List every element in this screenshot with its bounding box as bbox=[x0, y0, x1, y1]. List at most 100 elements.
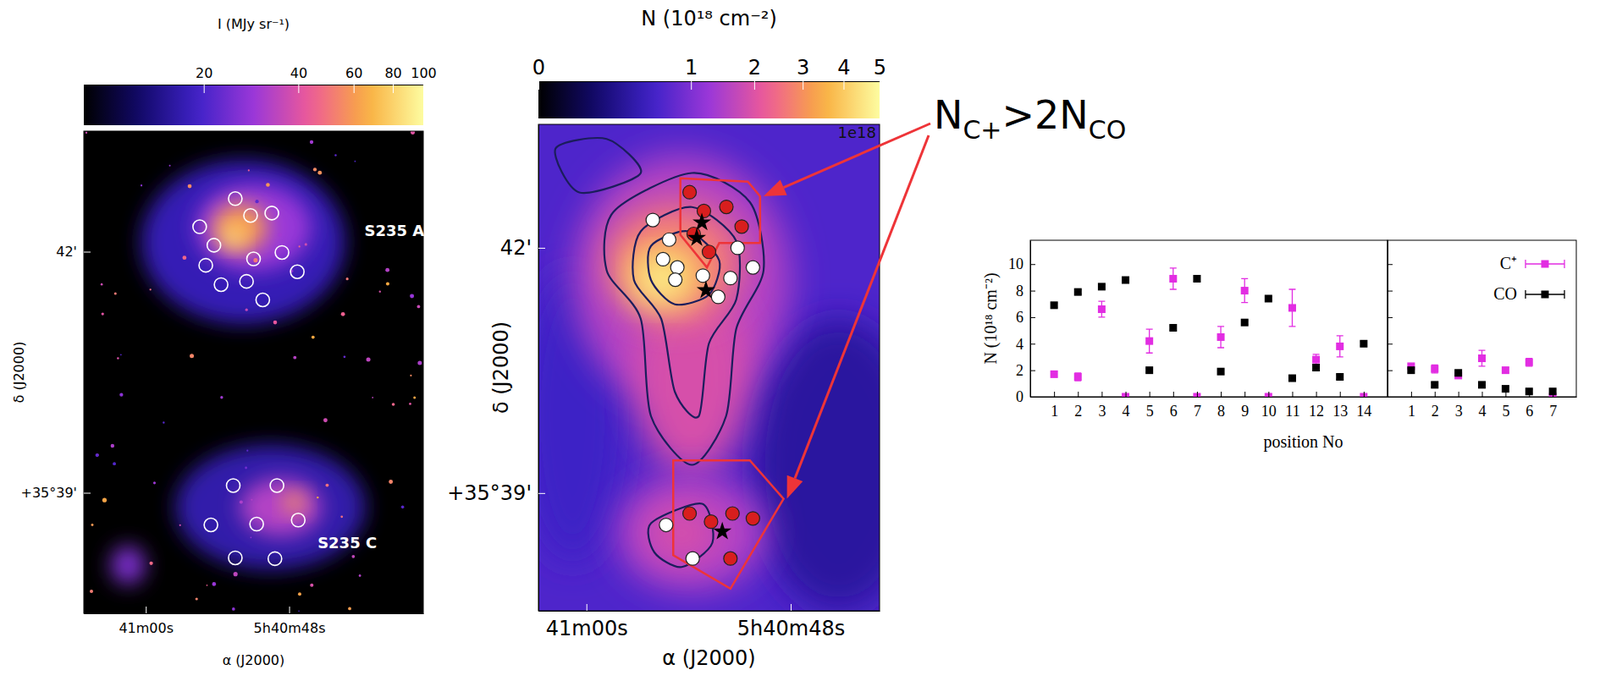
marker bbox=[214, 277, 228, 292]
marker bbox=[719, 200, 734, 215]
x-axis-tick-mark bbox=[1505, 391, 1507, 398]
y-axis-tick-label: 42' bbox=[500, 236, 532, 260]
star-speck bbox=[347, 607, 352, 612]
colorbar-axis-tick-label: 1 bbox=[684, 55, 698, 80]
star-speck bbox=[401, 506, 405, 510]
emission bbox=[617, 474, 767, 592]
arrow-head bbox=[787, 475, 804, 500]
colorbar-axis: 20406080100 bbox=[84, 65, 437, 94]
marker bbox=[670, 260, 685, 275]
star-speck bbox=[148, 562, 153, 566]
star-speck bbox=[316, 496, 319, 499]
colorbar-axis-tick: 20 bbox=[195, 65, 213, 94]
x-axis-line bbox=[539, 611, 881, 613]
x-axis: 1234567891011121314 bbox=[1031, 391, 1389, 420]
y-axis-tick-label: 2 bbox=[1015, 362, 1024, 380]
x-axis-tick: 41m00s bbox=[546, 604, 629, 641]
point bbox=[1501, 366, 1510, 375]
point bbox=[1359, 340, 1368, 348]
x-axis-tick: 7 bbox=[1549, 391, 1557, 420]
point bbox=[1169, 324, 1177, 332]
marker bbox=[228, 192, 243, 206]
x-axis-tick-mark bbox=[1101, 391, 1103, 398]
error-bar bbox=[1241, 278, 1248, 303]
x-axis-tick-label: 13 bbox=[1332, 402, 1348, 420]
x-axis-tick-mark bbox=[1077, 391, 1079, 398]
star-speck bbox=[253, 258, 258, 263]
star-speck bbox=[101, 312, 105, 315]
point bbox=[1217, 368, 1225, 376]
y-axis-tick-mark bbox=[1030, 343, 1036, 345]
point bbox=[1192, 275, 1201, 283]
star-speck bbox=[351, 555, 355, 559]
x-axis-tick-label: 1 bbox=[1050, 402, 1059, 420]
star-speck bbox=[149, 288, 152, 291]
colorbar-axis-tick: 3 bbox=[796, 55, 810, 90]
y-axis-tick-mark bbox=[83, 252, 91, 254]
star-speck bbox=[297, 592, 302, 596]
emission bbox=[239, 478, 321, 536]
marker bbox=[704, 515, 718, 530]
colorbar-axis-tick-label: 20 bbox=[195, 65, 213, 82]
star-speck bbox=[212, 582, 217, 587]
map-marks bbox=[645, 178, 784, 590]
star-speck bbox=[408, 402, 412, 406]
x-axis-title: position No bbox=[1263, 432, 1344, 453]
error-bar bbox=[1146, 329, 1154, 354]
x-axis-tick-label: 4 bbox=[1122, 402, 1131, 420]
x-axis-tick: 13 bbox=[1332, 391, 1348, 420]
star-speck bbox=[354, 160, 357, 163]
y-axis-tick-label: 8 bbox=[1015, 282, 1024, 300]
x-axis-tick-mark bbox=[145, 606, 147, 614]
marker bbox=[656, 252, 670, 266]
star-speck bbox=[388, 480, 393, 485]
y-axis-tick-mark bbox=[1387, 343, 1393, 345]
marker bbox=[239, 275, 254, 289]
x-axis-tick-mark bbox=[1173, 391, 1175, 398]
colorbar-axis: 012345 bbox=[532, 55, 887, 90]
star-speck bbox=[100, 283, 104, 287]
star-speck bbox=[273, 320, 278, 326]
x-axis-title: α (J2000) bbox=[222, 652, 286, 669]
image-background bbox=[83, 131, 424, 614]
star-speck bbox=[346, 277, 349, 281]
y-axis-line bbox=[83, 132, 85, 615]
x-axis-tick: 2 bbox=[1431, 391, 1440, 420]
star-speck bbox=[386, 281, 390, 286]
marker bbox=[226, 479, 241, 493]
point bbox=[1074, 373, 1082, 381]
colorbar-axis-tick-mark bbox=[204, 84, 205, 94]
y-axis-tick-mark bbox=[1030, 291, 1036, 293]
legend-item: CO bbox=[1493, 284, 1565, 304]
arrow-head bbox=[763, 179, 788, 197]
y-axis: 42'+35°39' bbox=[446, 125, 546, 613]
y-axis-title: δ (J2000) bbox=[11, 342, 28, 404]
error-bar bbox=[1288, 289, 1296, 327]
marker bbox=[696, 204, 711, 218]
x-axis-line bbox=[1388, 397, 1578, 398]
legend-swatch-line bbox=[1525, 259, 1565, 269]
star-speck bbox=[341, 312, 346, 317]
star-speck bbox=[245, 308, 249, 312]
x-axis-tick: 6 bbox=[1525, 391, 1534, 420]
point bbox=[1050, 301, 1059, 309]
star-speck bbox=[309, 584, 314, 588]
x-axis-tick-label: 3 bbox=[1097, 402, 1106, 420]
x-axis-tick-mark bbox=[1528, 391, 1530, 398]
star-speck bbox=[358, 574, 362, 578]
x-axis-tick: 7 bbox=[1193, 391, 1202, 420]
star-speck bbox=[182, 255, 187, 260]
star-speck bbox=[250, 499, 253, 502]
region bbox=[680, 178, 761, 268]
x-axis-tick-label: 14 bbox=[1356, 402, 1372, 420]
marker bbox=[745, 260, 760, 275]
frame bbox=[83, 131, 424, 614]
legend-item: C⁺ bbox=[1500, 253, 1565, 273]
annotation-text: >2N bbox=[1002, 92, 1089, 138]
star-speck bbox=[297, 610, 300, 613]
contour bbox=[648, 503, 714, 568]
star-speck bbox=[278, 232, 283, 238]
star-speck bbox=[95, 453, 100, 458]
annotation-text: N bbox=[933, 92, 963, 138]
point bbox=[1478, 354, 1486, 363]
